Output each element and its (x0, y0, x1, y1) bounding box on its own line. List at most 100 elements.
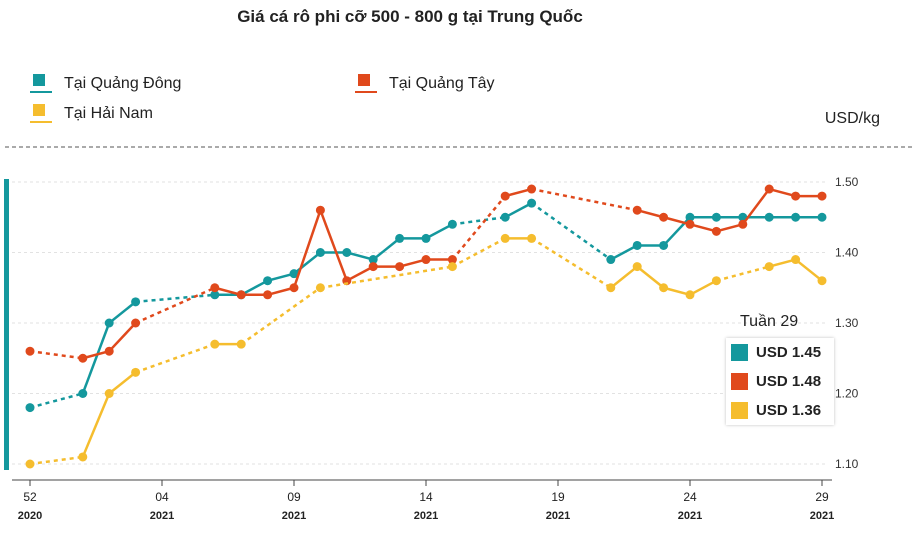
data-point (606, 283, 616, 293)
series-line-segment (636, 208, 664, 219)
data-point (210, 290, 220, 300)
series-line-segment (768, 258, 796, 268)
data-point (421, 233, 431, 243)
data-point (685, 212, 695, 222)
x-tick-label: 14 (419, 490, 433, 504)
series-line-segment (716, 223, 744, 233)
tooltip-swatch (731, 373, 748, 390)
series-line-segment (108, 300, 137, 324)
series-line-segment (293, 251, 322, 275)
data-point (342, 248, 352, 257)
y-tick-label: 1.30 (835, 316, 859, 330)
data-point (25, 459, 35, 469)
data-point (210, 339, 220, 349)
tooltip-swatch (731, 344, 748, 361)
series-line-segment (689, 223, 717, 233)
series-line-segment (81, 322, 111, 394)
series-line-segment (451, 237, 506, 268)
data-point (104, 318, 114, 328)
tooltip-row-quang-dong: USD 1.45 (726, 338, 834, 367)
legend-item-quang-tay[interactable]: Tại Quảng Tây (355, 72, 495, 96)
x-tick-label: 04 (155, 490, 169, 504)
legend-label-quang-dong: Tại Quảng Đông (64, 75, 182, 92)
x-tick-label: 52 (23, 490, 37, 504)
data-point (764, 212, 774, 222)
legend-label-quang-tay: Tại Quảng Tây (389, 75, 495, 92)
series-line-segment (663, 216, 691, 226)
series-line-segment (135, 342, 216, 374)
legend-marker-quang-tay (355, 72, 377, 96)
data-point (791, 255, 801, 265)
series-line-segment (716, 265, 770, 282)
data-point (315, 283, 325, 293)
series-line-segment (689, 279, 717, 296)
data-point (711, 276, 721, 286)
series-line-segment (267, 286, 295, 297)
legend-marker-hai-nam (30, 102, 52, 126)
series-line-segment (399, 258, 427, 268)
series-line-segment (292, 209, 322, 289)
series-line-segment (82, 349, 110, 360)
x-tick-year-label: 2021 (414, 510, 438, 522)
legend-item-hai-nam[interactable]: Tại Hải Nam (30, 102, 153, 126)
series-line-segment (319, 209, 348, 282)
data-point (25, 346, 35, 356)
legend-item-quang-dong[interactable]: Tại Quảng Đông (30, 72, 181, 96)
data-point (236, 290, 246, 300)
tooltip-swatch (731, 402, 748, 419)
y-tick-label: 1.10 (835, 457, 859, 471)
left-accent-bar (4, 179, 9, 470)
series-line-segment (81, 393, 111, 458)
tooltip-title: Tuần 29 (740, 313, 799, 330)
data-point (791, 191, 801, 201)
series-line-segment (425, 223, 453, 240)
data-point (659, 283, 669, 293)
series-line-segment (768, 187, 796, 198)
series-line-segment (504, 187, 532, 198)
series-line-segment (240, 286, 322, 346)
data-point (395, 262, 405, 272)
series-line-segment (452, 216, 506, 226)
tooltip-value: USD 1.36 (756, 402, 822, 419)
series-line-segment (346, 251, 374, 261)
data-point (711, 226, 721, 236)
series-line-segment (320, 265, 453, 289)
data-point (289, 283, 299, 293)
series-line-segment (29, 349, 83, 360)
data-point (817, 212, 827, 222)
data-point (78, 353, 88, 363)
y-tick-label: 1.40 (835, 246, 859, 260)
data-point (738, 219, 748, 229)
x-tick-year-label: 2021 (546, 510, 570, 522)
data-point (131, 318, 141, 328)
legend-marker-quang-dong (30, 72, 52, 96)
series-line-segment (530, 202, 612, 261)
y-tick-label: 1.20 (835, 387, 859, 401)
series-line-segment (610, 244, 638, 261)
series-line-segment (267, 272, 295, 282)
data-point (210, 283, 220, 293)
series-line-segment (29, 392, 84, 409)
data-point (500, 212, 510, 222)
data-point (791, 212, 801, 222)
data-point (131, 367, 141, 377)
data-point (78, 389, 88, 398)
y-tick-label: 1.50 (835, 175, 859, 189)
series-line-segment (108, 371, 137, 395)
data-point (315, 205, 325, 215)
data-point (78, 452, 88, 462)
series-line-segment (530, 237, 612, 289)
data-point (659, 212, 669, 222)
data-point (104, 346, 114, 356)
data-point (263, 276, 273, 286)
series-line-segment (240, 279, 269, 296)
x-tick-label: 09 (287, 490, 301, 504)
data-point (104, 389, 114, 398)
x-tick-label: 29 (815, 490, 829, 504)
x-tick-year-label: 2021 (810, 510, 834, 522)
series-line-segment (610, 265, 638, 289)
legend-label-hai-nam: Tại Hải Nam (64, 105, 153, 122)
series-line-segment (794, 258, 823, 282)
data-point (817, 191, 827, 201)
